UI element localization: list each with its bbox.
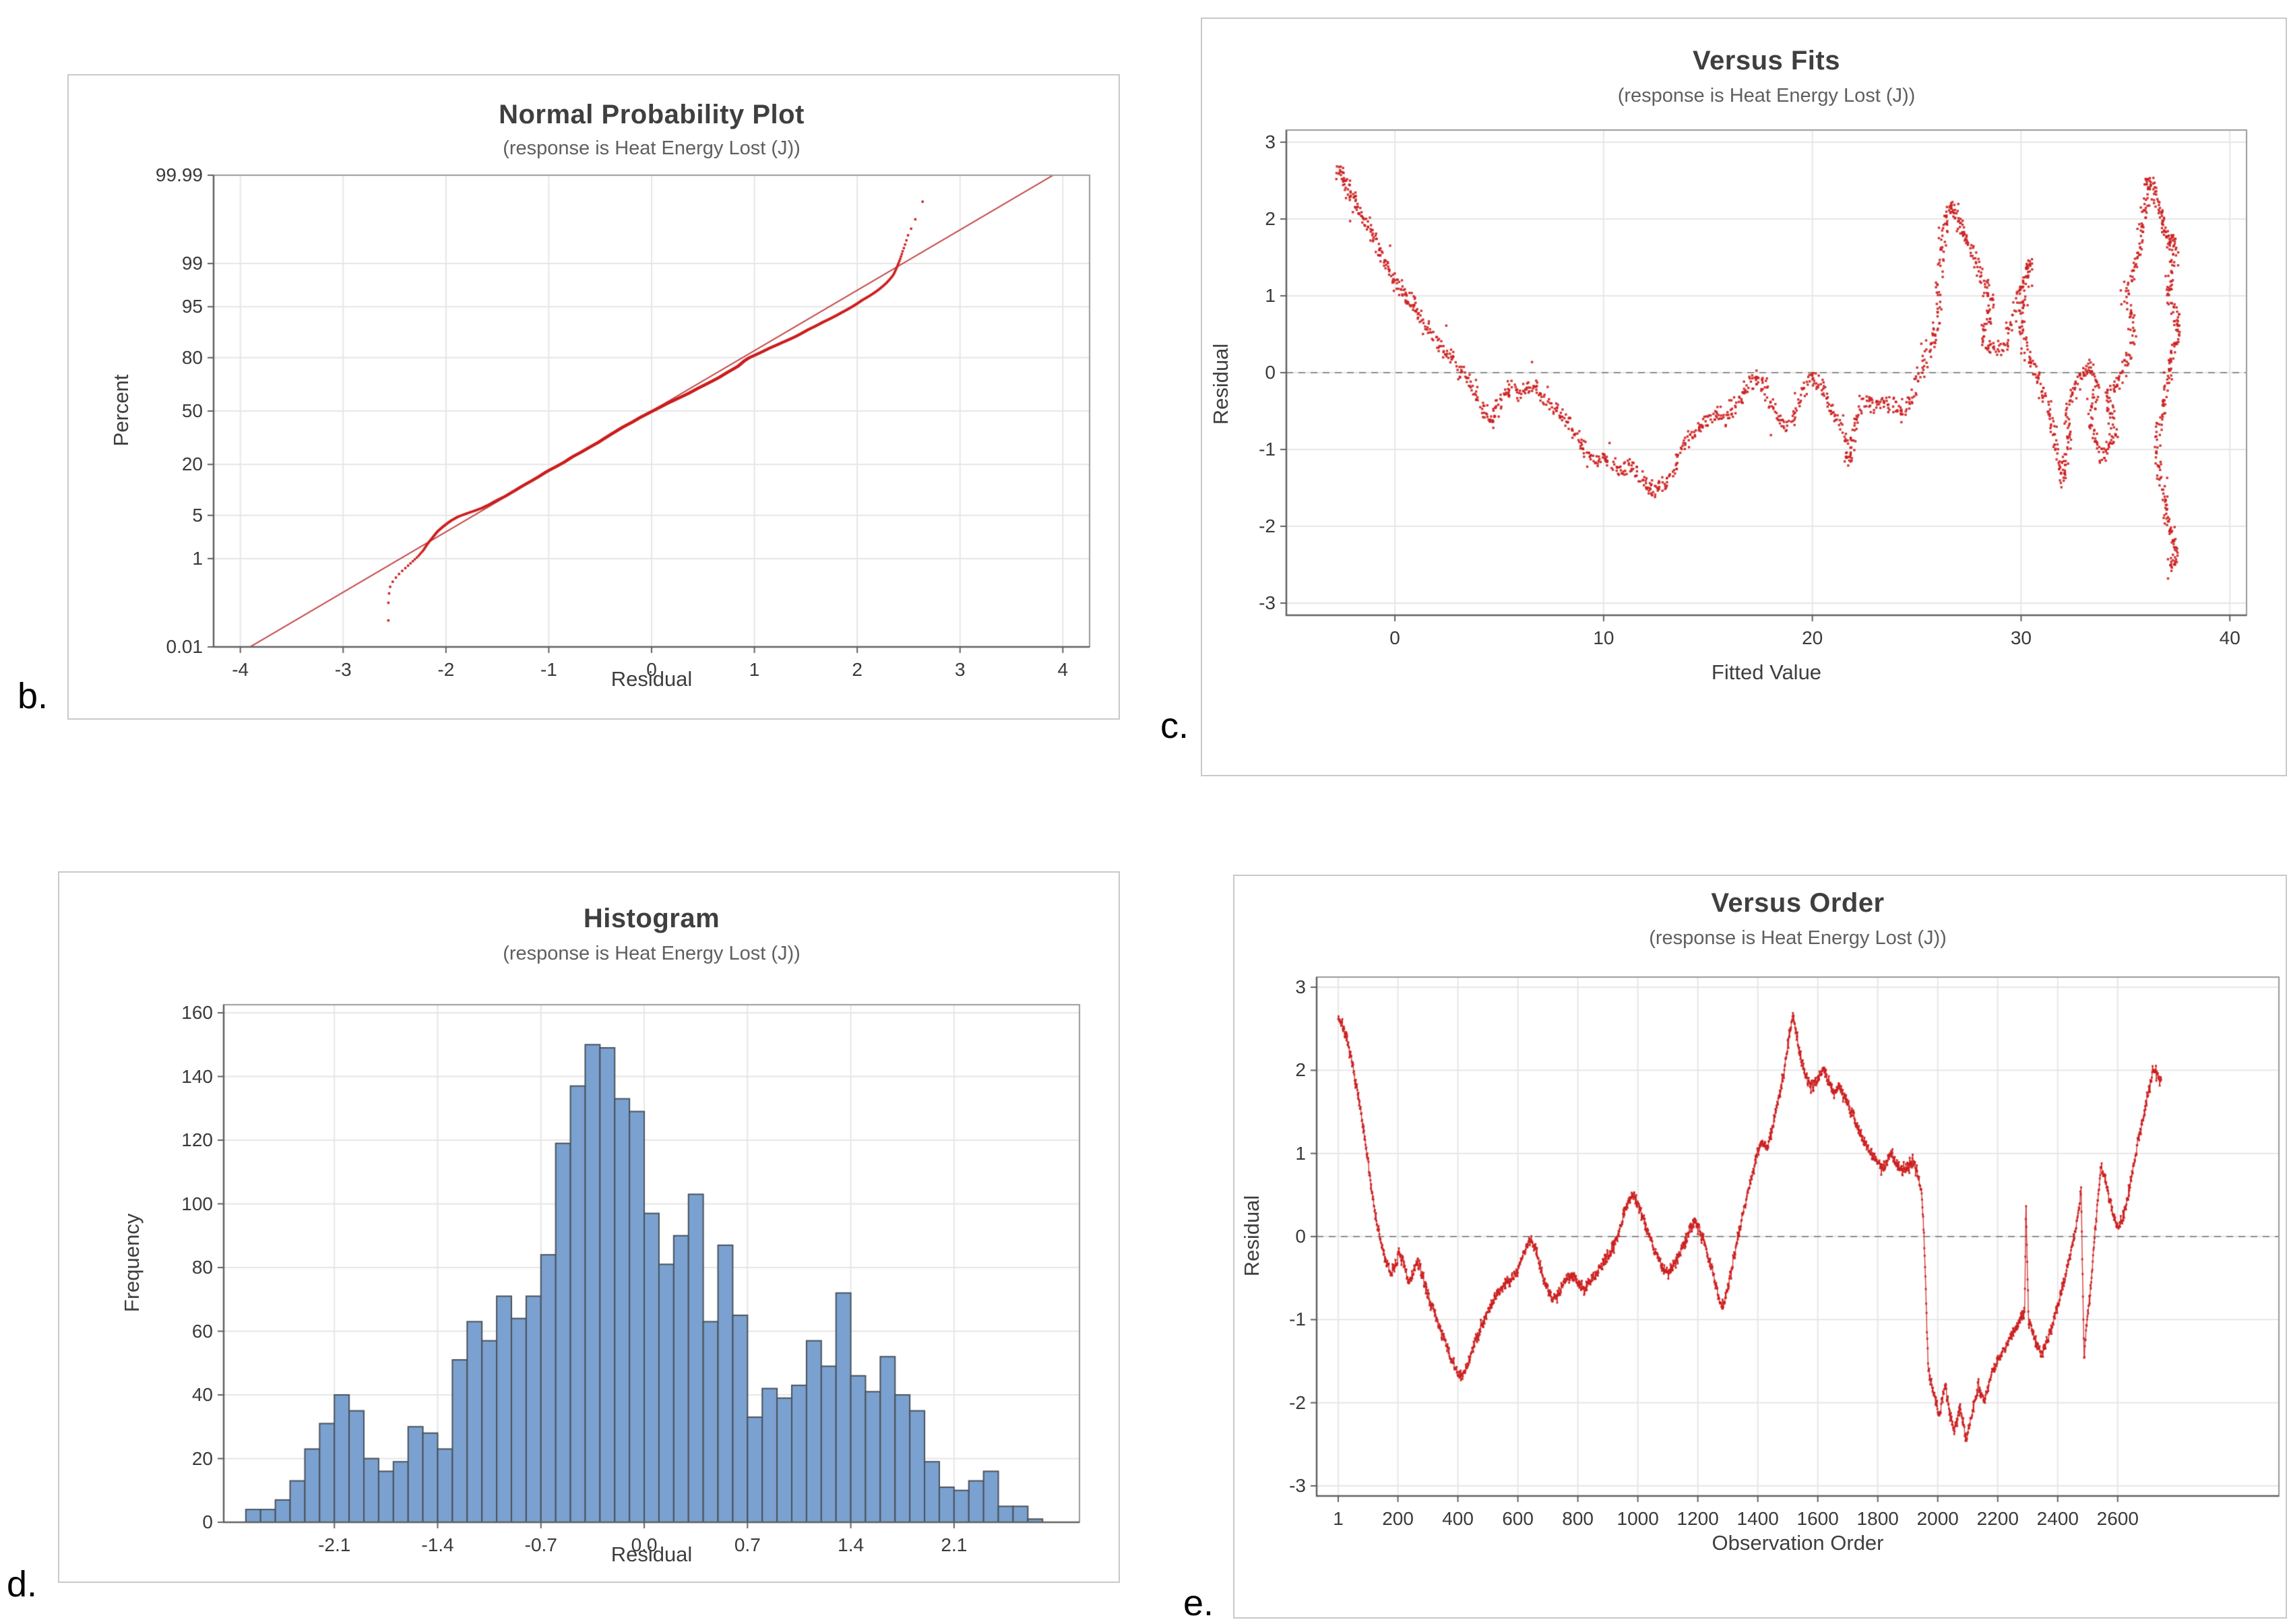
order-x-axis-label: Observation Order — [1712, 1531, 1884, 1555]
panel-letter-e: e. — [1183, 1583, 1214, 1623]
hist-y-tick-label: 40 — [191, 1384, 213, 1405]
hist-y-tick-label: 60 — [191, 1320, 213, 1342]
fits-x-tick-label: 0 — [1389, 627, 1400, 648]
npp-x-tick-label: -2 — [437, 659, 455, 680]
npp-x-tick-label: 0 — [646, 659, 657, 680]
hist-x-tick-label: 0.0 — [631, 1534, 658, 1555]
hist-subtitle: (response is Heat Energy Lost (J)) — [503, 943, 801, 964]
npp-y-tick-label: 80 — [181, 346, 203, 368]
panel-letter-d: d. — [7, 1564, 38, 1604]
npp-subtitle: (response is Heat Energy Lost (J)) — [503, 137, 801, 159]
hist-x-tick-label: 2.1 — [941, 1534, 968, 1555]
npp-y-tick-label: 99.99 — [155, 164, 203, 185]
order-x-tick-label: 1400 — [1736, 1508, 1779, 1529]
panel-normal-probability-plot: Normal Probability Plot (response is Hea… — [67, 74, 1120, 720]
order-x-tick-label: 1 — [1333, 1508, 1344, 1529]
npp-x-tick-label: -3 — [334, 659, 352, 680]
order-title: Versus Order — [1711, 888, 1885, 918]
npp-x-tick-label: 2 — [852, 659, 863, 680]
versus-order-canvas — [1234, 876, 2286, 1617]
npp-plot-canvas — [69, 75, 1119, 718]
fits-y-tick-label: -1 — [1259, 439, 1276, 460]
hist-x-tick-label: -1.4 — [421, 1534, 454, 1555]
npp-x-tick-label: -4 — [232, 659, 249, 680]
npp-x-tick-label: -1 — [540, 659, 557, 680]
hist-x-axis-label: Residual — [610, 1542, 693, 1566]
order-y-tick-label: 2 — [1295, 1059, 1306, 1081]
panel-versus-fits: Versus Fits (response is Heat Energy Los… — [1201, 18, 2287, 776]
fits-y-tick-label: -2 — [1259, 516, 1276, 536]
fits-x-tick-label: 30 — [2010, 627, 2032, 648]
order-x-tick-label: 600 — [1502, 1508, 1534, 1529]
hist-y-tick-label: 80 — [191, 1257, 213, 1278]
fits-subtitle: (response is Heat Energy Lost (J)) — [1617, 85, 1916, 106]
hist-y-tick-label: 120 — [181, 1129, 213, 1150]
npp-y-tick-label: 20 — [181, 454, 203, 475]
order-y-axis-label: Residual — [1240, 1195, 1263, 1277]
order-x-tick-label: 2200 — [1976, 1508, 2019, 1529]
fits-y-tick-label: 1 — [1265, 285, 1276, 306]
order-y-tick-label: 1 — [1295, 1142, 1306, 1164]
npp-y-tick-label: 50 — [181, 400, 203, 421]
hist-y-axis-label: Frequency — [120, 1213, 144, 1313]
histogram-canvas — [59, 873, 1119, 1582]
order-x-tick-label: 1600 — [1796, 1508, 1839, 1529]
order-x-tick-label: 1200 — [1676, 1508, 1719, 1529]
versus-fits-canvas — [1202, 19, 2286, 775]
fits-x-tick-label: 10 — [1593, 627, 1614, 648]
panel-letter-b: b. — [18, 676, 49, 716]
fits-y-tick-label: -3 — [1259, 592, 1276, 613]
panel-letter-c: c. — [1160, 706, 1189, 746]
order-x-tick-label: 400 — [1442, 1508, 1474, 1529]
order-y-tick-label: -2 — [1289, 1392, 1306, 1413]
order-x-tick-label: 2400 — [2036, 1508, 2079, 1529]
fits-x-axis-label: Fitted Value — [1711, 660, 1822, 684]
fits-y-tick-label: 2 — [1265, 208, 1276, 229]
npp-y-tick-label: 99 — [181, 253, 203, 274]
panel-versus-order: Versus Order (response is Heat Energy Lo… — [1233, 875, 2287, 1619]
order-x-tick-label: 1800 — [1856, 1508, 1899, 1529]
hist-x-tick-label: 0.7 — [734, 1534, 761, 1555]
order-y-tick-label: 0 — [1295, 1226, 1306, 1247]
npp-x-axis-label: Residual — [610, 667, 693, 691]
npp-x-tick-label: 3 — [954, 659, 966, 680]
npp-y-tick-label: 95 — [181, 296, 203, 317]
order-y-tick-label: 3 — [1295, 976, 1306, 997]
hist-x-tick-label: -2.1 — [318, 1534, 351, 1555]
fits-x-tick-label: 40 — [2219, 627, 2240, 648]
npp-x-tick-label: 4 — [1057, 659, 1069, 680]
order-x-tick-label: 1000 — [1617, 1508, 1659, 1529]
fits-title: Versus Fits — [1693, 46, 1840, 75]
order-x-tick-label: 200 — [1382, 1508, 1414, 1529]
order-x-tick-label: 800 — [1562, 1508, 1594, 1529]
hist-y-tick-label: 160 — [181, 1002, 213, 1023]
hist-title: Histogram — [583, 904, 720, 933]
order-x-tick-label: 2600 — [2096, 1508, 2139, 1529]
npp-y-axis-label: Percent — [109, 374, 133, 447]
hist-x-tick-label: 1.4 — [838, 1534, 865, 1555]
fits-x-tick-label: 20 — [1802, 627, 1823, 648]
hist-x-tick-label: -0.7 — [524, 1534, 557, 1555]
fits-y-tick-label: 3 — [1265, 131, 1276, 152]
npp-x-tick-label: 1 — [749, 659, 760, 680]
npp-title: Normal Probability Plot — [499, 100, 805, 129]
hist-y-tick-label: 20 — [191, 1447, 213, 1469]
npp-y-tick-label: 0.01 — [166, 636, 203, 657]
fits-y-tick-label: 0 — [1265, 362, 1276, 383]
order-subtitle: (response is Heat Energy Lost (J)) — [1649, 927, 1947, 949]
npp-y-tick-label: 5 — [192, 504, 203, 526]
order-y-tick-label: -3 — [1289, 1475, 1306, 1496]
panel-histogram: Histogram (response is Heat Energy Lost … — [58, 871, 1120, 1583]
fits-y-axis-label: Residual — [1209, 343, 1232, 425]
npp-y-tick-label: 1 — [192, 547, 203, 569]
hist-y-tick-label: 140 — [181, 1065, 213, 1087]
hist-y-tick-label: 0 — [202, 1511, 213, 1532]
hist-y-tick-label: 100 — [181, 1193, 213, 1214]
order-y-tick-label: -1 — [1289, 1309, 1306, 1330]
order-x-tick-label: 2000 — [1916, 1508, 1959, 1529]
